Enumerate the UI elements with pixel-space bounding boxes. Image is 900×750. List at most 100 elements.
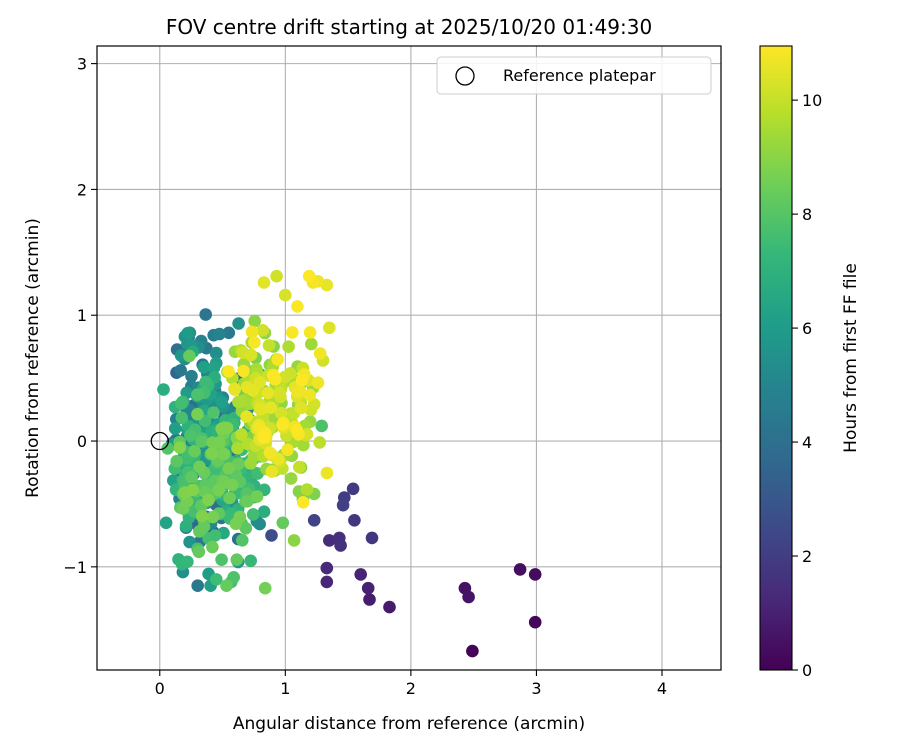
data-point (197, 520, 211, 534)
data-point (346, 482, 360, 496)
data-point (302, 269, 316, 283)
data-point (173, 441, 187, 454)
data-point (282, 340, 295, 354)
data-point (466, 644, 479, 658)
data-point (361, 581, 375, 595)
data-point (262, 339, 276, 352)
data-point (222, 462, 235, 475)
data-point (241, 495, 254, 508)
data-point (193, 460, 206, 474)
data-point (227, 571, 240, 584)
data-point (206, 540, 219, 554)
legend-marker (455, 66, 475, 86)
data-point (232, 457, 245, 471)
x-tick-label: 1 (280, 679, 290, 698)
data-point (215, 422, 228, 436)
data-point (197, 361, 211, 374)
data-point (183, 349, 196, 363)
data-point (248, 336, 261, 349)
colorbar-tick-label: 8 (802, 205, 812, 224)
data-point (293, 460, 306, 474)
data-point (303, 326, 317, 339)
data-points (157, 269, 542, 658)
data-point (217, 447, 231, 461)
colorbar (760, 46, 792, 670)
data-point (250, 490, 264, 503)
colorbar-tick-label: 2 (802, 547, 812, 566)
data-point (303, 388, 317, 402)
data-point (336, 498, 350, 512)
x-axis-ticks: 0 1 2 3 4 (155, 670, 667, 698)
data-point (290, 423, 304, 437)
legend-entry-reference: Reference platepar (503, 66, 656, 85)
data-point (513, 563, 527, 576)
x-axis-label: Angular distance from reference (arcmin) (233, 714, 585, 734)
data-point (213, 327, 226, 341)
y-tick-label: −1 (63, 558, 87, 577)
legend-box (436, 56, 712, 95)
data-point (257, 505, 271, 518)
data-point (307, 398, 321, 411)
data-point (462, 590, 475, 604)
data-point (184, 429, 197, 442)
data-point (195, 509, 209, 523)
data-point (323, 321, 336, 335)
data-point (206, 510, 220, 524)
data-point (206, 447, 219, 460)
data-point (365, 531, 379, 545)
data-point (315, 419, 329, 433)
data-point (170, 454, 183, 468)
data-point (284, 472, 298, 485)
data-point (320, 466, 334, 480)
data-point (274, 406, 288, 420)
data-point (281, 443, 294, 457)
colorbar-ticks: 0 2 4 6 8 10 (792, 91, 822, 680)
data-point (254, 402, 268, 416)
data-point (263, 446, 277, 460)
data-point (236, 534, 249, 547)
data-point (168, 422, 182, 435)
data-point (348, 514, 361, 527)
data-point (244, 554, 257, 568)
data-point (240, 381, 254, 394)
data-point (232, 395, 245, 409)
data-point (207, 406, 220, 419)
data-point (294, 401, 308, 415)
data-point (220, 579, 233, 592)
data-point (192, 545, 206, 559)
colorbar-frame (759, 45, 793, 671)
data-point (528, 615, 542, 629)
data-point (213, 436, 226, 449)
data-point (256, 324, 270, 337)
data-point (228, 382, 241, 396)
data-point (222, 326, 236, 340)
data-point (307, 514, 321, 527)
data-point (212, 483, 225, 497)
data-point (313, 436, 327, 449)
data-point (305, 337, 318, 351)
reference-platepar-marker (150, 431, 169, 451)
data-point (159, 516, 173, 530)
data-point (279, 288, 292, 302)
data-point (175, 397, 188, 410)
data-point (296, 496, 310, 509)
data-point (215, 395, 229, 409)
data-point (383, 600, 396, 614)
data-point (278, 370, 292, 384)
data-point (191, 388, 204, 401)
colorbar-tick-label: 0 (802, 661, 812, 680)
data-point (291, 385, 305, 399)
data-point (199, 375, 212, 389)
data-point (266, 368, 280, 382)
data-point (295, 373, 309, 387)
data-point (186, 483, 200, 497)
data-point (210, 346, 223, 360)
data-point (226, 478, 239, 492)
data-point (199, 308, 212, 321)
data-point (239, 522, 253, 535)
data-point (161, 442, 174, 455)
data-point (244, 348, 258, 362)
colorbar-label: Hours from first FF file (841, 263, 861, 453)
y-tick-label: 0 (77, 432, 87, 451)
